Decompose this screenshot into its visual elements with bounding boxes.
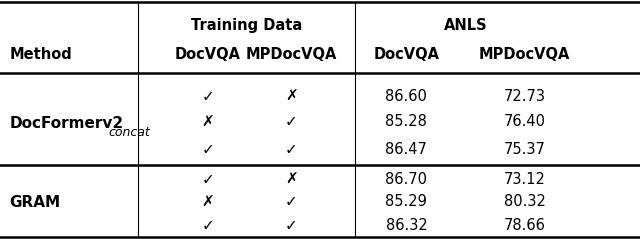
Text: 78.66: 78.66 (504, 218, 546, 233)
Text: GRAM: GRAM (10, 195, 61, 210)
Text: 86.47: 86.47 (385, 142, 428, 157)
Text: Method: Method (10, 48, 72, 62)
Text: concat: concat (108, 126, 150, 139)
Text: Training Data: Training Data (191, 18, 302, 33)
Text: 86.60: 86.60 (385, 89, 428, 104)
Text: ✓: ✓ (202, 172, 214, 187)
Text: 85.29: 85.29 (385, 195, 428, 209)
Text: 86.32: 86.32 (385, 218, 428, 233)
Text: ✗: ✗ (202, 195, 214, 209)
Text: 76.40: 76.40 (504, 114, 546, 129)
Text: ✗: ✗ (285, 89, 298, 104)
Text: ✓: ✓ (285, 142, 298, 157)
Text: MPDocVQA: MPDocVQA (246, 48, 337, 62)
Text: ✓: ✓ (285, 195, 298, 209)
Text: DocFormerv2: DocFormerv2 (10, 116, 124, 130)
Text: ✓: ✓ (285, 114, 298, 129)
Text: ✓: ✓ (202, 142, 214, 157)
Text: ✓: ✓ (285, 218, 298, 233)
Text: DocVQA: DocVQA (373, 48, 440, 62)
Text: MPDocVQA: MPDocVQA (479, 48, 570, 62)
Text: 86.70: 86.70 (385, 172, 428, 187)
Text: 85.28: 85.28 (385, 114, 428, 129)
Text: ✗: ✗ (202, 114, 214, 129)
Text: 80.32: 80.32 (504, 195, 546, 209)
Text: ANLS: ANLS (444, 18, 487, 33)
Text: 72.73: 72.73 (504, 89, 546, 104)
Text: 75.37: 75.37 (504, 142, 546, 157)
Text: DocVQA: DocVQA (175, 48, 241, 62)
Text: 73.12: 73.12 (504, 172, 546, 187)
Text: ✓: ✓ (202, 89, 214, 104)
Text: ✗: ✗ (285, 172, 298, 187)
Text: ✓: ✓ (202, 218, 214, 233)
